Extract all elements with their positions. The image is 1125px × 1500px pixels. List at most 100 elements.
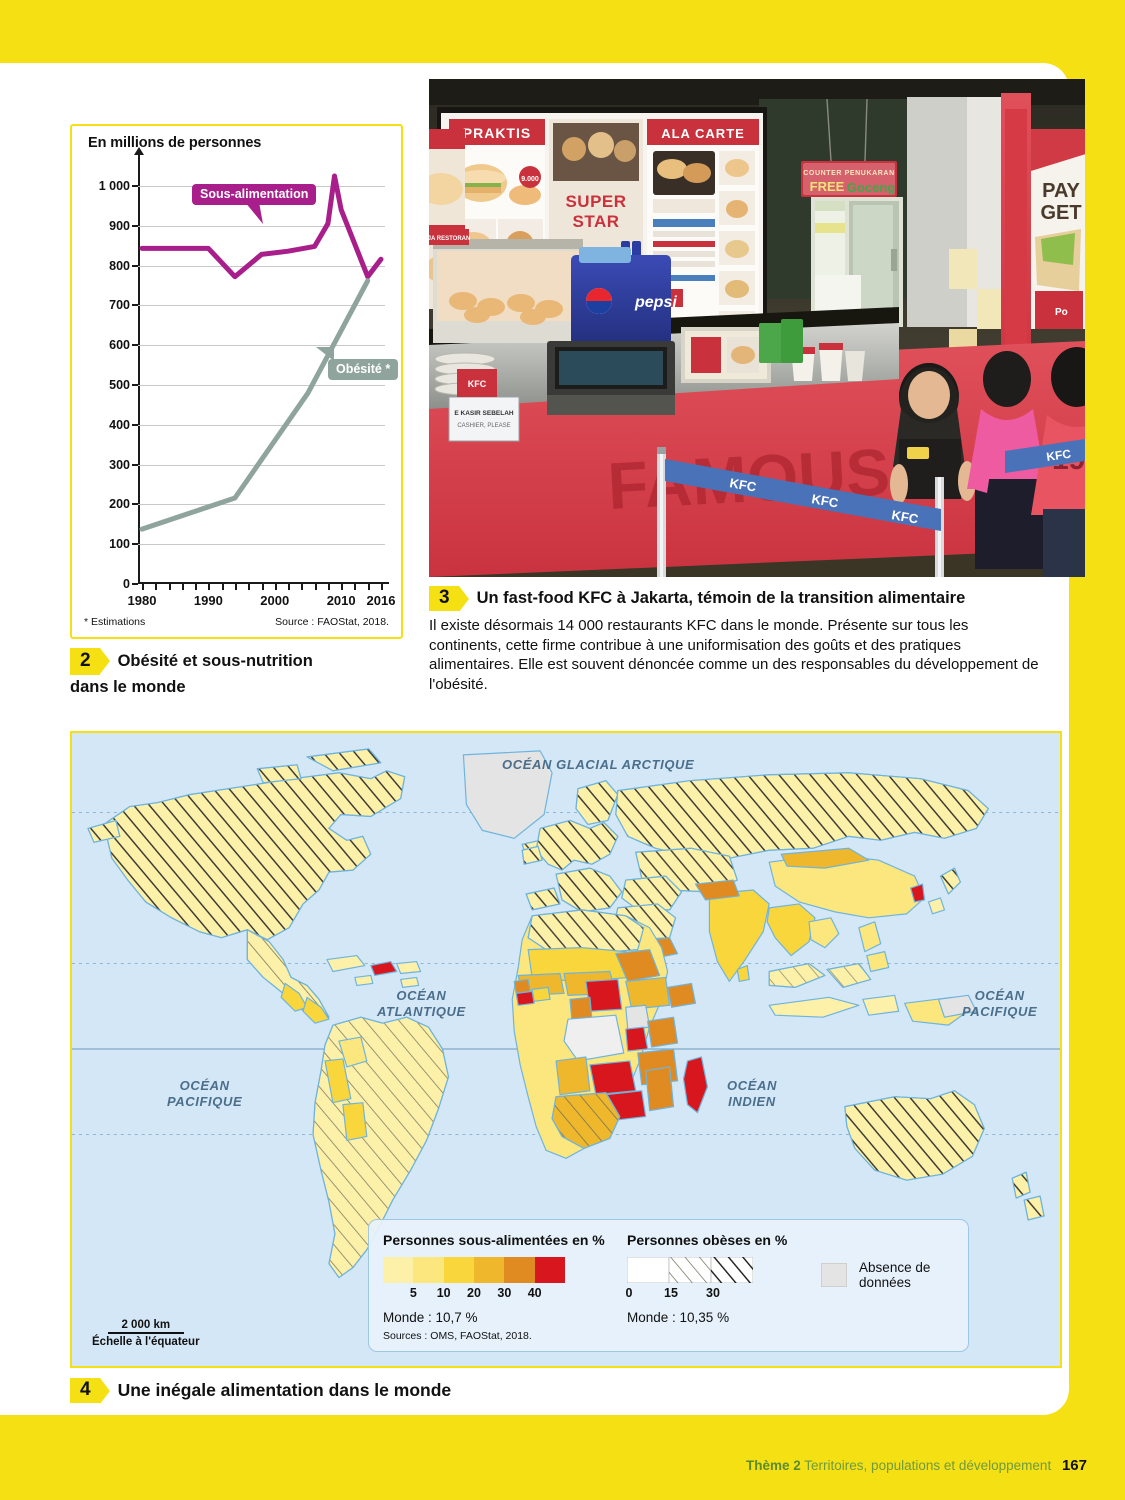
y-tick-label: 300	[109, 457, 130, 472]
legend-world-undernourished: Monde : 10,7 %	[383, 1310, 478, 1325]
y-tick-mark	[132, 224, 138, 227]
svg-text:FREE: FREE	[810, 179, 845, 194]
y-tick-mark	[132, 184, 138, 187]
y-tick-label: 800	[109, 258, 130, 273]
caption-number-4: 4	[70, 1378, 110, 1404]
svg-text:JA RESTORAN: JA RESTORAN	[429, 236, 470, 242]
map-legend: Personnes sous-alimentées en % 5 10 20 30 40…	[368, 1219, 969, 1352]
x-tick-mark	[301, 584, 304, 590]
svg-text:pepsi: pepsi	[634, 294, 677, 311]
x-tick-mark	[155, 584, 158, 590]
y-tick-mark	[132, 264, 138, 267]
x-tick-label: 1980	[127, 593, 157, 608]
x-tick-label: 2016	[366, 593, 396, 608]
photo-kfc-jakarta: PRAKTIS 9.000 SUPER STAR	[429, 79, 1085, 577]
chart-gridline	[138, 225, 385, 227]
y-tick-label: 500	[109, 377, 130, 392]
y-tick-label: 100	[109, 537, 130, 552]
x-tick-mark	[142, 584, 144, 590]
footer-text: Territoires, populations et développemen…	[804, 1458, 1052, 1473]
legend-break-label: 0	[625, 1286, 633, 1300]
x-tick-mark	[208, 584, 211, 590]
svg-text:STAR: STAR	[572, 212, 619, 231]
caption-doc-2: 2 Obésité et sous-nutrition dans le monde	[70, 648, 420, 698]
y-tick-label: 600	[109, 338, 130, 353]
ocean-label-indian: OCÉAN INDIEN	[727, 1078, 777, 1110]
legend-ramp-cell	[413, 1257, 444, 1283]
legend-color-ramp	[383, 1257, 565, 1283]
y-tick-mark	[132, 503, 138, 506]
svg-text:E KASIR SEBELAH: E KASIR SEBELAH	[454, 410, 514, 417]
chart-footnote: * Estimations	[84, 616, 146, 628]
y-tick-label: 400	[109, 417, 130, 432]
x-tick-mark	[234, 584, 237, 590]
x-tick-mark	[248, 584, 251, 590]
chart-axis-title: En millions de personnes	[88, 135, 262, 151]
x-tick-mark	[221, 584, 224, 590]
chart-gridline	[138, 384, 385, 386]
x-tick-label: 2000	[260, 593, 290, 608]
footer-theme: Thème 2	[746, 1458, 801, 1473]
caption-number-3: 3	[429, 586, 469, 612]
svg-text:ALA CARTE: ALA CARTE	[661, 126, 745, 141]
caption-title-2-line2: dans le monde	[70, 678, 186, 697]
y-tick-mark	[132, 344, 138, 347]
x-tick-label: 1990	[193, 593, 223, 608]
ocean-label-pacific-west: OCÉAN PACIFIQUE	[167, 1078, 243, 1110]
chart-series-lines	[139, 173, 384, 532]
map-graphic	[72, 733, 1060, 1366]
svg-text:KFC: KFC	[1045, 447, 1072, 464]
x-tick-label: 2010	[326, 593, 356, 608]
map-world-nutrition: OCÉAN GLACIAL ARCTIQUE OCÉAN ATLANTIQUE O…	[70, 731, 1062, 1368]
page-number: 167	[1061, 1457, 1087, 1474]
x-tick-mark	[195, 584, 198, 590]
legend-nodata-label: Absence de données	[859, 1260, 931, 1290]
chart-card-obesity-undernutrition: En millions de personnes 0 100 200 300 400 50…	[70, 124, 403, 639]
ocean-label-arctic: OCÉAN GLACIAL ARCTIQUE	[502, 757, 695, 772]
y-tick-mark	[132, 463, 138, 466]
legend-ramp-cell	[534, 1257, 565, 1283]
caption-body-3: Il existe désormais 14 000 restaurants K…	[429, 617, 1039, 693]
legend-world-obese: Monde : 10,35 %	[627, 1310, 730, 1325]
svg-text:PAY: PAY	[1042, 180, 1080, 202]
y-tick-label: 1 000	[98, 178, 130, 193]
y-tick-mark	[132, 583, 138, 585]
legend-sources: Sources : OMS, FAOStat, 2018.	[383, 1330, 532, 1342]
x-tick-mark	[168, 584, 171, 590]
scale-distance: 2 000 km	[107, 1319, 184, 1334]
legend-ramp-labels: 5 10 20 30 40	[383, 1286, 565, 1303]
legend-ramp-cell	[383, 1257, 414, 1283]
x-tick-mark	[381, 584, 383, 590]
legend-hatch-labels: 0 15 30	[625, 1286, 753, 1303]
caption-number-2: 2	[70, 648, 110, 676]
caption-doc-4: 4 Une inégale alimentation dans le monde	[70, 1378, 451, 1404]
y-tick-label: 200	[109, 497, 130, 512]
chart-gridline	[138, 345, 385, 347]
chart-gridline	[138, 504, 385, 506]
svg-text:SUPER: SUPER	[565, 192, 626, 211]
y-tick-mark	[132, 304, 138, 307]
map-scale-bar: 2 000 km Échelle à l'équateur	[92, 1319, 200, 1348]
chart-gridline	[138, 424, 385, 426]
chart-plot-area: 0 100 200 300 400 500 600 700 800 900 1 000 1980 19…	[99, 147, 399, 608]
y-tick-mark	[132, 423, 138, 426]
y-tick-label: 0	[123, 577, 130, 591]
ocean-label-atlantic: OCÉAN ATLANTIQUE	[377, 988, 466, 1020]
chart-gridline	[138, 305, 385, 307]
svg-text:COUNTER PENUKARAN: COUNTER PENUKARAN	[803, 170, 894, 177]
y-tick-mark	[132, 543, 138, 546]
svg-text:9.000: 9.000	[521, 176, 539, 183]
legend-break-label: 30	[706, 1286, 720, 1300]
svg-text:PRAKTIS: PRAKTIS	[463, 125, 531, 141]
series-label-obesite: Obésité *	[328, 359, 399, 380]
legend-title-obese: Personnes obèses en %	[627, 1232, 788, 1248]
legend-nodata-swatch	[821, 1263, 848, 1287]
svg-text:KFC: KFC	[810, 491, 840, 511]
series-label-sous-alimentation: Sous-alimentation	[192, 184, 317, 205]
legend-break-label: 10	[436, 1286, 451, 1300]
scale-note: Échelle à l'équateur	[92, 1336, 200, 1348]
legend-break-label: 5	[409, 1286, 417, 1300]
x-axis	[138, 582, 389, 584]
ocean-label-pacific-east: OCÉAN PACIFIQUE	[962, 988, 1038, 1020]
